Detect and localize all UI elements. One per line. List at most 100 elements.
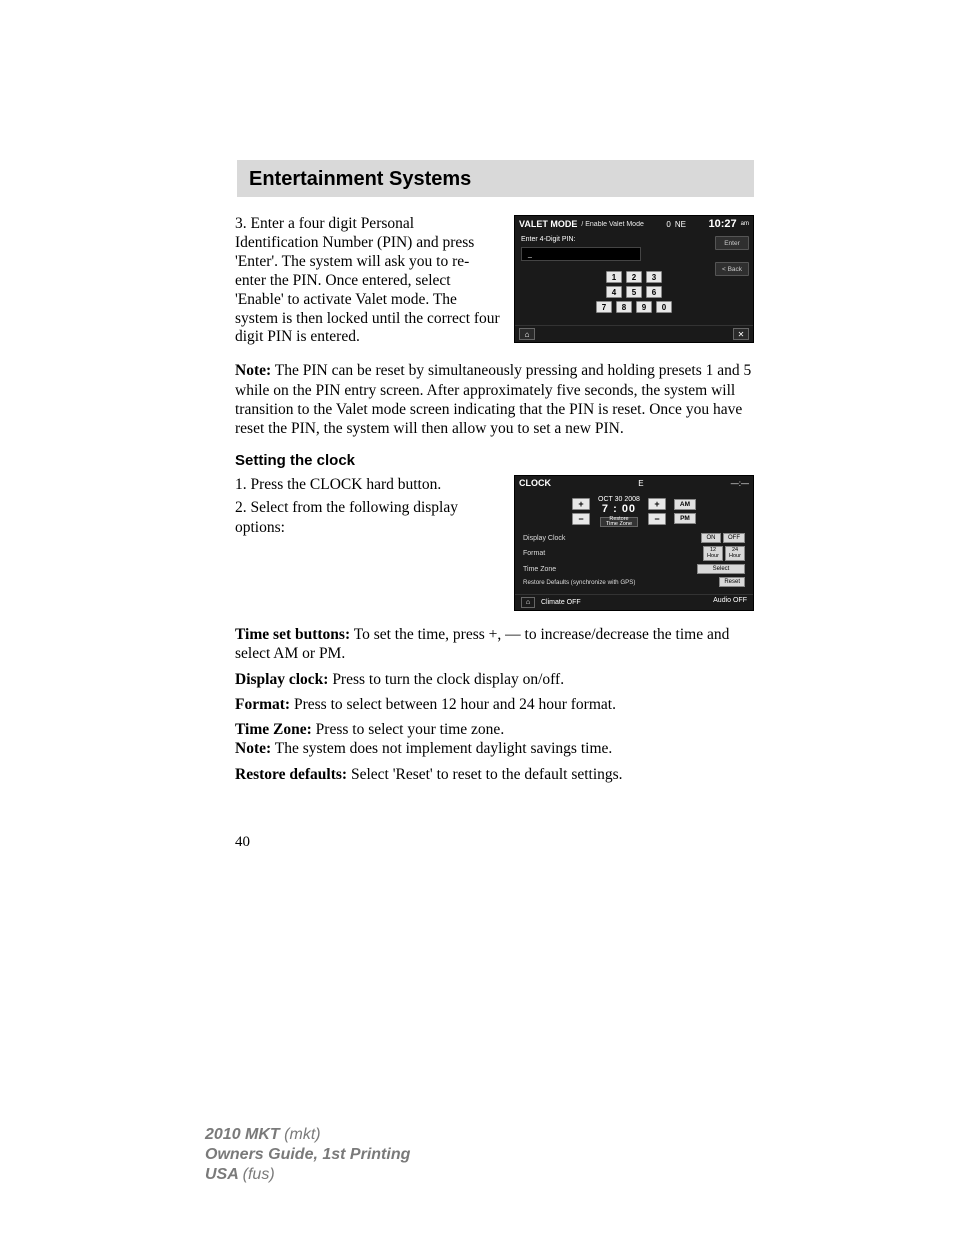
clock-steps: 1. Press the CLOCK hard button. 2. Selec… — [235, 475, 500, 611]
clock-screen: CLOCK E —:— + − OCT 30 2008 7 : 00 — [514, 475, 754, 611]
valet-compass: NE — [675, 220, 686, 229]
key-8[interactable]: 8 — [616, 301, 632, 313]
valet-temp: 0 — [666, 220, 670, 229]
time-set-term: Time set buttons: — [235, 626, 350, 643]
minute-plus-button[interactable]: + — [648, 498, 666, 510]
valet-ampm: am — [741, 221, 749, 227]
restore-term: Restore defaults: — [235, 766, 347, 783]
clock-row: 1. Press the CLOCK hard button. 2. Selec… — [235, 475, 754, 611]
note-body: The PIN can be reset by simultaneously p… — [235, 362, 751, 437]
back-button[interactable]: < Back — [715, 262, 749, 276]
home-icon[interactable]: ⌂ — [519, 328, 535, 340]
key-9[interactable]: 9 — [636, 301, 652, 313]
footer-model-paren: (mkt) — [284, 1126, 320, 1143]
valet-body: Enter < Back Enter 4-Digit PIN: _ 1 2 3 … — [515, 232, 753, 325]
key-3[interactable]: 3 — [646, 271, 662, 283]
valet-mode-screen: VALET MODE / Enable Valet Mode 0 NE 10:2… — [514, 215, 754, 343]
clock-body: + − OCT 30 2008 7 : 00 Restore Time Zone… — [515, 490, 753, 594]
key-5[interactable]: 5 — [626, 286, 642, 298]
display-clock-body: Press to turn the clock display on/off. — [328, 671, 564, 688]
footer-guide: Owners Guide, 1st Printing — [205, 1145, 410, 1165]
format-12h[interactable]: 12 Hour — [703, 546, 723, 561]
keypad: 1 2 3 4 5 6 7 8 9 0 — [521, 271, 747, 313]
display-clock-label: Display Clock — [523, 535, 565, 542]
timezone-label: Time Zone — [523, 566, 556, 573]
section-title: Entertainment Systems — [249, 168, 742, 191]
time-display: OCT 30 2008 7 : 00 Restore Time Zone — [598, 496, 640, 527]
timezone-select-button[interactable]: Select — [697, 564, 745, 574]
pin-input[interactable]: _ — [521, 247, 641, 261]
close-icon[interactable]: ✕ — [733, 328, 749, 340]
reset-button[interactable]: Reset — [719, 577, 745, 587]
restore-defaults-label: Restore Defaults (synchronize with GPS) — [523, 579, 635, 586]
clock-date: OCT 30 2008 — [598, 496, 640, 503]
key-1[interactable]: 1 — [606, 271, 622, 283]
clock-step1: 1. Press the CLOCK hard button. — [235, 475, 500, 494]
format-label: Format — [523, 550, 545, 557]
def-restore: Restore defaults: Select 'Reset' to rese… — [235, 765, 754, 784]
pin-reset-note: Note: The PIN can be reset by simultaneo… — [235, 361, 754, 438]
step3-row: 3. Enter a four digit Personal Identific… — [235, 215, 754, 347]
valet-footer: ⌂ ✕ — [515, 325, 753, 342]
key-6[interactable]: 6 — [646, 286, 662, 298]
am-button[interactable]: AM — [674, 499, 696, 510]
display-clock-off[interactable]: OFF — [723, 533, 745, 543]
step3-text: 3. Enter a four digit Personal Identific… — [235, 215, 500, 347]
display-clock-row: Display Clock ON OFF — [523, 533, 745, 543]
restore-timezone-button[interactable]: Restore Time Zone — [600, 517, 638, 527]
def-display-clock: Display clock: Press to turn the clock d… — [235, 670, 754, 689]
format-body: Press to select between 12 hour and 24 h… — [290, 696, 616, 713]
note-label: Note: — [235, 362, 271, 379]
clock-home-icon[interactable]: ⌂ — [521, 597, 535, 608]
format-row: Format 12 Hour 24 Hour — [523, 546, 745, 561]
timezone-body: Press to select your time zone. — [312, 721, 504, 738]
clock-screenshot-col: CLOCK E —:— + − OCT 30 2008 7 : 00 — [514, 475, 754, 611]
minute-minus-button[interactable]: − — [648, 513, 666, 525]
clock-titlebar: CLOCK E —:— — [515, 476, 753, 490]
clock-footer: ⌂ Climate OFF Audio OFF — [515, 594, 753, 610]
footer-metadata: 2010 MKT (mkt) Owners Guide, 1st Printin… — [205, 1125, 410, 1185]
footer-model: 2010 MKT — [205, 1126, 280, 1143]
valet-titlebar: VALET MODE / Enable Valet Mode 0 NE 10:2… — [515, 216, 753, 232]
valet-screenshot-col: VALET MODE / Enable Valet Mode 0 NE 10:2… — [514, 215, 754, 347]
hour-minus-button[interactable]: − — [572, 513, 590, 525]
timezone-term: Time Zone: — [235, 721, 312, 738]
tz-note-body: The system does not implement daylight s… — [271, 740, 612, 757]
climate-status: Climate OFF — [541, 599, 581, 606]
hour-plus-button[interactable]: + — [572, 498, 590, 510]
enter-button[interactable]: Enter — [715, 236, 749, 250]
document-page: Entertainment Systems 3. Enter a four di… — [0, 0, 954, 911]
clock-time: 7 : 00 — [598, 503, 640, 515]
clock-dashes: —:— — [731, 479, 749, 488]
format-24h[interactable]: 24 Hour — [725, 546, 745, 561]
def-timezone: Time Zone: Press to select your time zon… — [235, 720, 754, 739]
valet-subtitle: / Enable Valet Mode — [581, 221, 644, 228]
display-clock-term: Display clock: — [235, 671, 328, 688]
def-format: Format: Press to select between 12 hour … — [235, 695, 754, 714]
pin-prompt: Enter 4-Digit PIN: — [521, 236, 747, 243]
key-0[interactable]: 0 — [656, 301, 672, 313]
footer-region: USA — [205, 1166, 238, 1183]
timezone-row: Time Zone Select — [523, 564, 745, 574]
display-clock-on[interactable]: ON — [701, 533, 721, 543]
key-2[interactable]: 2 — [626, 271, 642, 283]
audio-status: Audio OFF — [713, 597, 747, 608]
format-term: Format: — [235, 696, 290, 713]
clock-title: CLOCK — [519, 478, 551, 488]
tz-note-term: Note: — [235, 740, 271, 757]
key-4[interactable]: 4 — [606, 286, 622, 298]
valet-title: VALET MODE — [519, 219, 577, 229]
def-tz-note: Note: The system does not implement dayl… — [235, 739, 754, 758]
def-time-set: Time set buttons: To set the time, press… — [235, 625, 754, 663]
clock-temp-icon: E — [638, 479, 643, 488]
footer-region-paren: (fus) — [243, 1166, 275, 1183]
section-header-band: Entertainment Systems — [237, 160, 754, 197]
setting-clock-heading: Setting the clock — [235, 452, 754, 469]
restore-defaults-row: Restore Defaults (synchronize with GPS) … — [523, 577, 745, 587]
restore-body: Select 'Reset' to reset to the default s… — [347, 766, 622, 783]
key-7[interactable]: 7 — [596, 301, 612, 313]
time-set-panel: + − OCT 30 2008 7 : 00 Restore Time Zone… — [523, 496, 745, 527]
clock-step2: 2. Select from the following display opt… — [235, 498, 500, 536]
pm-button[interactable]: PM — [674, 513, 696, 524]
page-number: 40 — [235, 834, 754, 851]
